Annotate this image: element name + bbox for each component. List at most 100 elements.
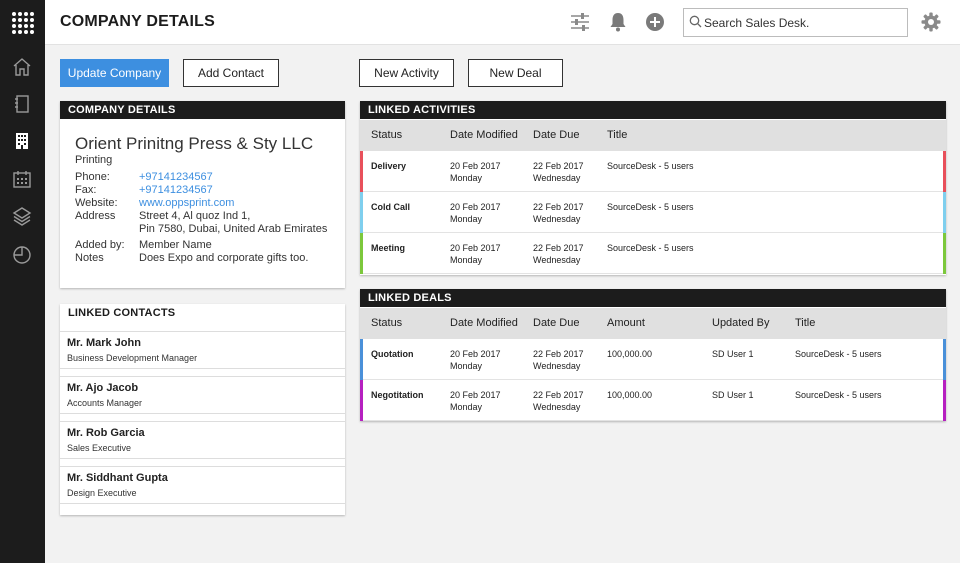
- added-by-label: Added by:: [75, 239, 125, 251]
- deals-table-header: Status Date Modified Date Due Amount Upd…: [360, 308, 946, 339]
- status-color-bar: [360, 192, 363, 233]
- contact-role: Sales Executive: [67, 443, 132, 453]
- deal-row[interactable]: Quotation 20 Feb 2017 Monday 22 Feb 2017…: [360, 339, 946, 380]
- activity-title: SourceDesk - 5 users: [607, 202, 694, 212]
- activity-title: SourceDesk - 5 users: [607, 243, 694, 253]
- add-contact-button[interactable]: Add Contact: [183, 59, 279, 87]
- contact-item[interactable]: Mr. Mark John Business Development Manag…: [60, 331, 345, 369]
- building-icon[interactable]: [11, 130, 33, 152]
- activity-row[interactable]: Delivery 20 Feb 2017 Monday 22 Feb 2017 …: [360, 151, 946, 192]
- filter-sliders-icon[interactable]: [569, 11, 591, 33]
- contact-role: Business Development Manager: [67, 353, 198, 363]
- phone-label: Phone:: [75, 171, 110, 183]
- linked-contacts-panel: LINKED CONTACTS Mr. Mark John Business D…: [60, 304, 345, 515]
- deal-amount: 100,000.00: [607, 349, 653, 359]
- calendar-icon[interactable]: [11, 168, 33, 190]
- status-color-bar: [360, 233, 363, 274]
- deal-status: Negotitation: [371, 390, 424, 400]
- column-header-updated-by[interactable]: Updated By: [712, 317, 770, 329]
- deal-date-modified-day: Monday: [450, 361, 483, 371]
- search-input[interactable]: [704, 14, 899, 31]
- pie-chart-icon[interactable]: [11, 243, 33, 265]
- activity-title: SourceDesk - 5 users: [607, 161, 694, 171]
- status-color-bar: [943, 192, 946, 233]
- logo-grid-icon: [11, 11, 34, 34]
- activity-date-modified-day: Monday: [450, 255, 483, 265]
- contact-item[interactable]: Mr. Siddhant Gupta Design Executive: [60, 466, 345, 504]
- column-header-status[interactable]: Status: [371, 129, 403, 141]
- company-details-heading: COMPANY DETAILS: [60, 101, 345, 119]
- column-header-date-due[interactable]: Date Due: [533, 129, 580, 141]
- deal-updated-by: SD User 1: [712, 349, 754, 359]
- website-row: Website: www.oppsprint.com: [75, 197, 345, 210]
- column-header-title[interactable]: Title: [607, 129, 628, 141]
- contact-item[interactable]: Mr. Ajo Jacob Accounts Manager: [60, 376, 345, 414]
- activity-date-modified-day: Monday: [450, 173, 483, 183]
- activity-row[interactable]: Cold Call 20 Feb 2017 Monday 22 Feb 2017…: [360, 192, 946, 233]
- fax-link[interactable]: +97141234567: [139, 184, 213, 196]
- contact-item[interactable]: Mr. Rob Garcia Sales Executive: [60, 421, 345, 459]
- new-activity-button[interactable]: New Activity: [359, 59, 454, 87]
- added-by-row: Added by: Member Name: [75, 239, 345, 252]
- contact-name: Mr. Ajo Jacob: [67, 382, 139, 394]
- column-header-date-due[interactable]: Date Due: [533, 317, 580, 329]
- bell-icon[interactable]: [607, 11, 629, 33]
- activity-date-modified: 20 Feb 2017: [450, 202, 501, 212]
- company-details-panel: COMPANY DETAILS Orient Prinitng Press & …: [60, 101, 345, 288]
- add-circle-icon[interactable]: [644, 11, 666, 33]
- search-box[interactable]: [683, 8, 908, 37]
- status-color-bar: [943, 151, 946, 192]
- contact-role: Design Executive: [67, 488, 137, 498]
- deal-date-modified-day: Monday: [450, 402, 483, 412]
- website-label: Website:: [75, 197, 118, 209]
- deal-date-modified: 20 Feb 2017: [450, 390, 501, 400]
- status-color-bar: [360, 339, 363, 380]
- activities-table-header: Status Date Modified Date Due Title: [360, 120, 946, 151]
- column-header-date-modified[interactable]: Date Modified: [450, 317, 518, 329]
- column-header-amount[interactable]: Amount: [607, 317, 645, 329]
- deal-status: Quotation: [371, 349, 414, 359]
- linked-deals-panel: LINKED DEALS Status Date Modified Date D…: [360, 289, 946, 421]
- linked-activities-panel: LINKED ACTIVITIES Status Date Modified D…: [360, 101, 946, 275]
- deal-row[interactable]: Negotitation 20 Feb 2017 Monday 22 Feb 2…: [360, 380, 946, 421]
- settings-gear-icon[interactable]: [920, 11, 942, 33]
- column-header-status[interactable]: Status: [371, 317, 403, 329]
- activity-date-due: 22 Feb 2017: [533, 161, 584, 171]
- phone-row: Phone: +97141234567: [75, 171, 345, 184]
- column-header-title[interactable]: Title: [795, 317, 816, 329]
- app-logo[interactable]: [0, 0, 45, 45]
- home-icon[interactable]: [11, 56, 33, 78]
- activity-status: Delivery: [371, 161, 407, 171]
- contact-role: Accounts Manager: [67, 398, 143, 408]
- deal-date-due: 22 Feb 2017: [533, 390, 584, 400]
- activity-date-due: 22 Feb 2017: [533, 243, 584, 253]
- page-title: COMPANY DETAILS: [60, 13, 216, 30]
- fax-row: Fax: +97141234567: [75, 184, 345, 197]
- address-line2: Pin 7580, Dubai, United Arab Emirates: [139, 223, 328, 235]
- activity-date-modified: 20 Feb 2017: [450, 161, 501, 171]
- column-header-date-modified[interactable]: Date Modified: [450, 129, 518, 141]
- deal-title: SourceDesk - 5 users: [795, 349, 882, 359]
- phone-link[interactable]: +97141234567: [139, 171, 213, 183]
- notebook-icon[interactable]: [11, 93, 33, 115]
- deal-title: SourceDesk - 5 users: [795, 390, 882, 400]
- activity-date-due-day: Wednesday: [533, 173, 581, 183]
- activity-row[interactable]: Meeting 20 Feb 2017 Monday 22 Feb 2017 W…: [360, 233, 946, 274]
- status-color-bar: [943, 233, 946, 274]
- linked-contacts-heading: LINKED CONTACTS: [60, 304, 345, 324]
- notes-value: Does Expo and corporate gifts too.: [139, 252, 309, 264]
- activity-date-due-day: Wednesday: [533, 255, 581, 265]
- deal-date-modified: 20 Feb 2017: [450, 349, 501, 359]
- update-company-button[interactable]: Update Company: [60, 59, 169, 87]
- activity-date-due: 22 Feb 2017: [533, 202, 584, 212]
- top-header: COMPANY DETAILS: [45, 0, 960, 45]
- status-color-bar: [360, 380, 363, 421]
- company-industry: Printing: [75, 154, 113, 166]
- layers-icon[interactable]: [11, 205, 33, 227]
- deal-amount: 100,000.00: [607, 390, 653, 400]
- activity-date-modified-day: Monday: [450, 214, 483, 224]
- new-deal-button[interactable]: New Deal: [468, 59, 563, 87]
- notes-row: Notes Does Expo and corporate gifts too.: [75, 252, 345, 265]
- website-link[interactable]: www.oppsprint.com: [139, 197, 235, 209]
- activity-status: Meeting: [371, 243, 406, 253]
